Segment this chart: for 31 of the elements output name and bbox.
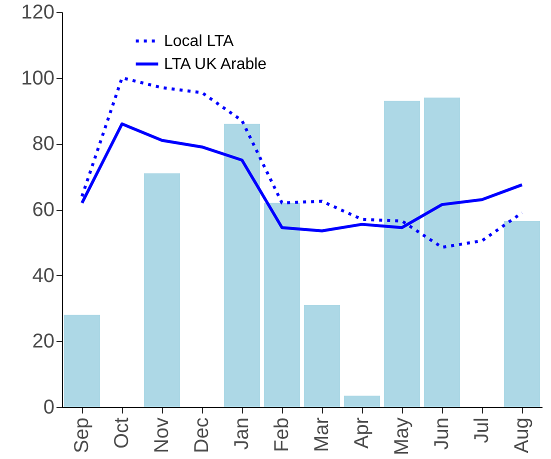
x-tick-label: Jan: [231, 418, 253, 450]
bar: [344, 396, 380, 407]
y-tick-label: 40: [32, 264, 54, 287]
bar: [424, 98, 460, 407]
y-tick-label: 0: [43, 396, 54, 418]
bar: [144, 173, 180, 407]
bar: [384, 100, 420, 407]
x-tick-label: May: [391, 418, 413, 456]
x-tick-label: Jun: [431, 418, 453, 450]
bar: [504, 221, 540, 407]
x-tick-label: Oct: [111, 417, 133, 449]
bar: [304, 304, 340, 407]
x-tick-label: Jul: [471, 418, 493, 444]
line-series: [80, 76, 524, 249]
y-tick-label: 120: [21, 2, 54, 24]
bar: [224, 124, 260, 407]
y-tick-label: 80: [32, 133, 54, 156]
y-tick-label: 20: [32, 330, 54, 353]
x-tick-label: Aug: [511, 418, 533, 454]
y-tick-label: 100: [21, 67, 54, 90]
x-tick-label: Nov: [151, 418, 173, 454]
legend-label: LTA UK Arable: [164, 56, 267, 73]
x-tick-label: Apr: [351, 417, 373, 449]
x-tick-label: Sep: [71, 418, 93, 454]
y-tick-label: 60: [32, 199, 54, 221]
bar: [264, 202, 300, 407]
bar: [64, 314, 100, 407]
x-tick-label: Dec: [191, 418, 213, 454]
x-tick-label: Mar: [311, 417, 333, 452]
legend-label: Local LTA: [164, 33, 234, 50]
x-tick-label: Feb: [271, 418, 293, 452]
